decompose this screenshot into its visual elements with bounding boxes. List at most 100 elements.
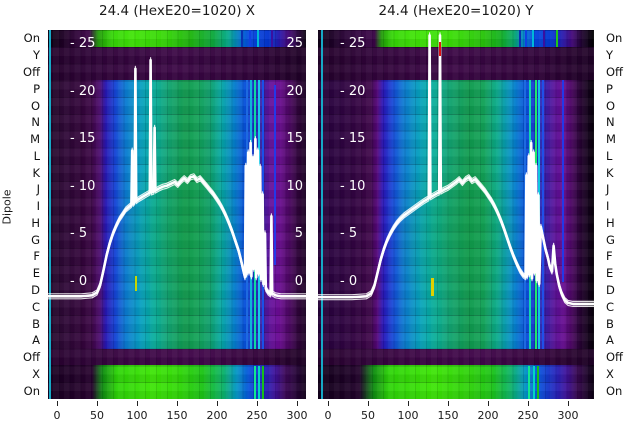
value-tick-label-right: 10	[286, 178, 303, 194]
x-axis-tick	[408, 401, 409, 406]
value-tick-label-left: - 25	[340, 36, 366, 51]
heatmap-streak-line	[525, 30, 528, 47]
heatmap-panel-y: - 25 - 20 - 15 - 10 - 5 - 0	[318, 30, 594, 399]
dipole-label-right-8: K	[606, 165, 614, 180]
dipole-label-left-11: H	[31, 215, 40, 230]
heatmap-band-top-gap	[48, 46, 306, 81]
dipole-label-right-18: A	[606, 333, 614, 348]
dipole-label-left-0: On	[23, 31, 40, 46]
x-axis-tick-label: 100	[397, 409, 419, 422]
x-axis-tick	[297, 401, 298, 406]
dipole-label-left-8: K	[32, 165, 40, 180]
dipole-label-left-12: G	[31, 232, 40, 247]
dipole-label-right-0: On	[606, 31, 623, 46]
profile-trace	[318, 34, 594, 306]
x-axis-tick	[217, 401, 218, 406]
value-tick-label-right: 0	[294, 274, 303, 289]
panel-title-x: 24.4 (HexE20=1020) X	[98, 3, 256, 19]
heatmap-streak-line	[271, 30, 274, 47]
heatmap-center-glow	[318, 80, 594, 349]
yellow-marker-tick	[431, 277, 435, 297]
x-axis-tick	[97, 401, 98, 406]
x-axis-tick-label: 300	[286, 409, 308, 422]
dipole-label-left-20: X	[32, 366, 40, 381]
x-axis-tick-label: 250	[246, 409, 268, 422]
value-tick-label-left: - 0	[340, 274, 358, 289]
dipole-label-right-3: P	[606, 81, 613, 96]
dipole-label-right-2: Off	[606, 64, 623, 79]
x-axis-tick	[328, 401, 329, 406]
heatmap-streak-line	[49, 30, 52, 399]
heatmap-column-texture	[318, 30, 594, 399]
x-axis-tick	[488, 401, 489, 406]
dipole-label-left-18: A	[32, 333, 40, 348]
dipole-label-right-11: H	[606, 215, 615, 230]
x-axis-tick	[368, 401, 369, 406]
dipole-label-left-17: B	[32, 316, 40, 331]
dipole-label-right-10: I	[606, 199, 610, 214]
dipole-label-left-21: On	[23, 383, 40, 398]
heatmap-band-bottom-off	[318, 348, 594, 366]
dipole-label-right-5: N	[606, 115, 615, 130]
heatmap-streak-line	[240, 30, 243, 47]
dipole-label-right-15: D	[606, 283, 615, 297]
x-axis-tick	[57, 401, 58, 406]
dipole-label-left-1: Y	[32, 48, 40, 63]
dipole-label-right-7: L	[606, 148, 613, 163]
dipole-label-right-9: J	[606, 182, 610, 197]
dipole-label-left-7: L	[33, 148, 40, 163]
x-axis-tick-label: 0	[324, 409, 332, 422]
x-axis-tick	[528, 401, 529, 406]
value-tick-label-right: 15	[286, 131, 303, 147]
x-axis-tick	[137, 401, 138, 406]
heatmap-streak-line	[555, 30, 558, 47]
dipole-label-right-13: F	[606, 249, 613, 264]
value-tick-label-left: - 15	[340, 131, 366, 147]
x-axis-tick-label: 300	[557, 409, 579, 422]
value-tick-label-right: 25	[286, 36, 303, 51]
value-tick-label-left: - 5	[340, 226, 358, 242]
dipole-label-right-19: Off	[606, 350, 623, 365]
dipole-label-left-6: M	[30, 132, 40, 146]
dipole-label-left-13: F	[33, 249, 40, 264]
yellow-marker-tick	[135, 276, 137, 292]
x-axis-tick-label: 150	[166, 409, 188, 422]
dipole-label-left-10: I	[36, 199, 40, 214]
dipole-label-left-5: N	[31, 115, 40, 130]
dipole-label-left-4: O	[30, 98, 40, 113]
red-marker-tick	[438, 42, 442, 57]
heatmap-band-top-gap	[318, 46, 594, 81]
heatmap-streak-line	[274, 85, 276, 265]
dipole-label-right-16: C	[606, 299, 615, 314]
heatmap-row-texture	[318, 30, 594, 399]
x-axis-tick-label: 200	[206, 409, 228, 422]
x-axis-tick-label: 150	[437, 409, 459, 422]
x-axis-tick-label: 0	[53, 409, 61, 422]
heatmap-streak-line	[542, 80, 545, 349]
value-tick-label-left: - 20	[70, 83, 96, 99]
dipole-label-right-21: On	[606, 383, 623, 398]
x-axis-tick-label: 100	[126, 409, 148, 422]
heatmap-band-top-on	[318, 30, 594, 47]
heatmap-streak-line	[262, 365, 264, 399]
heatmap-panel-x: - 25 25 - 20 20 - 15 15 - 10 10 - 5 5 - 0 0	[48, 30, 306, 399]
profile-curve-x	[48, 57, 306, 300]
x-axis-tick	[177, 401, 178, 406]
heatmap-band-bottom-on	[318, 365, 594, 399]
value-tick-label-right: 20	[286, 83, 303, 99]
dipole-label-right-4: O	[606, 98, 616, 113]
value-tick-label-left: - 0	[70, 274, 88, 289]
dipole-label-left-9: J	[36, 182, 40, 197]
value-tick-label-left: - 15	[70, 131, 96, 147]
dipole-label-left-14: E	[32, 266, 40, 281]
dipole-label-left-3: P	[33, 81, 40, 96]
value-tick-label-left: - 5	[70, 226, 88, 242]
value-tick-label-left: - 25	[70, 36, 96, 51]
value-tick-label-left: - 10	[70, 178, 96, 194]
heatmap-band-bottom-off	[48, 348, 306, 366]
value-tick-label-right: 5	[294, 226, 303, 242]
dipole-label-right-1: Y	[606, 48, 614, 63]
heatmap-streak-line	[248, 30, 251, 47]
dipole-label-right-20: X	[606, 366, 614, 381]
